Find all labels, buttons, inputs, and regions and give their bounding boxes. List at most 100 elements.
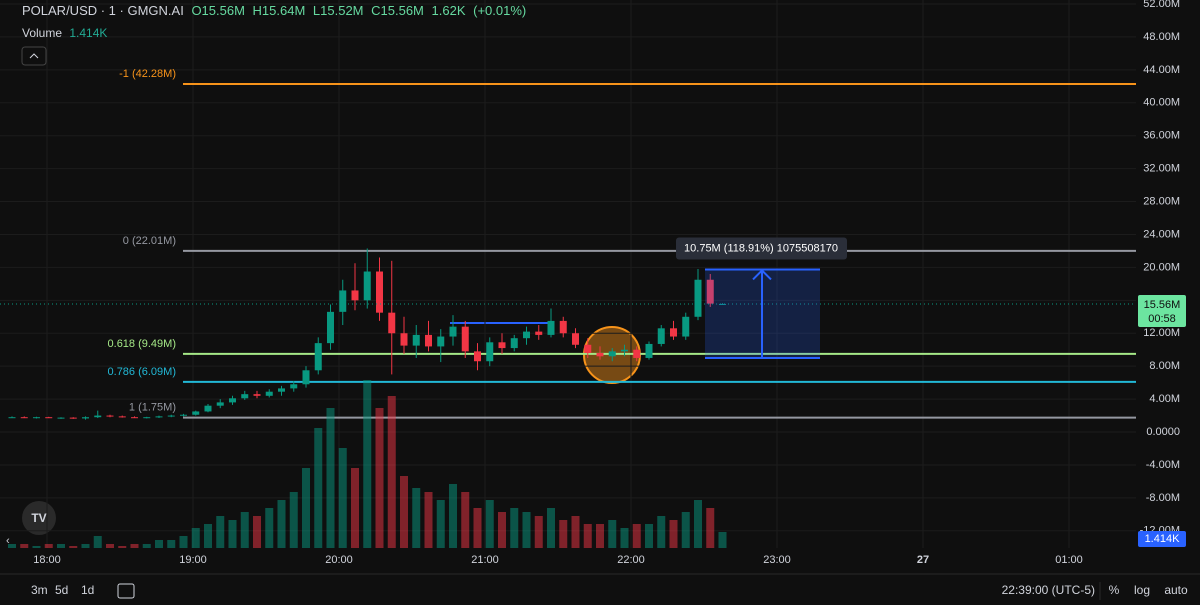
y-tick-label: 48.00M	[1143, 31, 1180, 43]
volume-bar	[106, 544, 114, 548]
volume-bar	[216, 516, 225, 548]
candle-body	[547, 320, 555, 335]
x-tick-label: 21:00	[471, 554, 499, 566]
candle-body	[412, 334, 420, 346]
candle-body	[486, 342, 494, 362]
volume-bar	[583, 524, 592, 548]
volume-bar	[118, 546, 127, 548]
volume-bar	[351, 468, 359, 548]
x-tick-label: 18:00	[33, 554, 61, 566]
candle-body	[265, 391, 273, 396]
candle-body	[474, 351, 481, 362]
candle-body	[155, 416, 163, 418]
candle-body	[180, 414, 187, 416]
ohlc-change-pct: (+0.01%)	[473, 3, 527, 18]
volume-bar	[314, 428, 323, 548]
candle-body	[621, 349, 628, 352]
candle-body	[608, 351, 616, 357]
candle-body	[523, 331, 530, 339]
candle-body	[657, 328, 665, 344]
measure-arrow-head	[752, 269, 772, 281]
candle-body	[388, 312, 396, 334]
measure-label-bg	[676, 237, 847, 260]
volume-bar	[8, 544, 16, 548]
volume-bar	[571, 516, 580, 548]
y-tick-label: -4.00M	[1146, 459, 1180, 471]
y-tick-label: 8.00M	[1149, 360, 1180, 372]
volume-tag	[1138, 531, 1186, 547]
y-tick-label: 36.00M	[1143, 130, 1180, 142]
volume-bar	[289, 492, 298, 548]
ohlc-low: L15.52M	[312, 3, 364, 18]
ohlc-close: C15.56M	[371, 3, 424, 18]
volume-bar	[436, 500, 445, 548]
y-tick-label: -8.00M	[1146, 492, 1180, 504]
candle-body	[584, 344, 592, 354]
candle-body	[106, 415, 114, 417]
x-tick-label: 23:00	[763, 554, 791, 566]
percent-toggle[interactable]: %	[1109, 583, 1120, 597]
volume-bar	[302, 468, 310, 548]
candle-body	[363, 271, 371, 301]
volume-bar	[608, 520, 617, 548]
candle-body	[449, 326, 457, 337]
scroll-left[interactable]: ‹	[6, 535, 10, 547]
volume-bar	[338, 448, 347, 548]
volume-bar	[363, 380, 372, 548]
volume-bar	[400, 476, 408, 548]
fib-label: 0 (22.01M)	[123, 235, 176, 247]
candle-body	[82, 417, 89, 419]
volume-bar	[681, 512, 690, 548]
volume-bar	[461, 492, 470, 548]
volume-bar	[69, 546, 78, 548]
volume-bar	[93, 536, 102, 548]
range-button[interactable]: 3m	[31, 583, 48, 597]
candle-body	[339, 290, 347, 312]
candle-body	[706, 279, 714, 304]
x-tick-label: 19:00	[179, 554, 207, 566]
y-tick-label: 40.00M	[1143, 97, 1180, 109]
candle-body	[400, 333, 408, 346]
candle-body	[8, 417, 16, 419]
volume-bar	[424, 492, 433, 548]
y-tick-label: 12.00M	[1143, 327, 1180, 339]
auto-toggle[interactable]: auto	[1164, 583, 1188, 597]
volume-bar	[412, 488, 421, 548]
volume-bar	[596, 524, 604, 548]
fib-label: 1 (1.75M)	[129, 402, 176, 414]
volume-bar	[277, 500, 286, 548]
logo-mark: TV	[31, 511, 46, 525]
symbol: POLAR/USD · 1 · GMGN.AI	[22, 3, 184, 18]
range-button[interactable]: 5d	[55, 583, 68, 597]
range-button[interactable]: 1d	[81, 583, 94, 597]
ohlc-open: O15.56M	[191, 3, 245, 18]
y-tick-label: 52.00M	[1143, 0, 1180, 10]
volume-bar	[326, 408, 335, 548]
volume-bar	[57, 544, 65, 548]
log-toggle[interactable]: log	[1134, 583, 1150, 597]
volume-bar	[228, 520, 237, 548]
volume-tag-label: 1.414K	[1145, 533, 1181, 545]
volume-bar	[620, 528, 629, 548]
collapse-button[interactable]	[21, 46, 47, 66]
volume-bar	[669, 520, 678, 548]
volume-bar	[473, 508, 482, 548]
candle-body	[143, 417, 151, 419]
volume-title: Volume	[22, 26, 63, 40]
candle-body	[216, 402, 224, 406]
volume-bar	[387, 396, 396, 548]
candle-body	[670, 328, 677, 337]
volume-bar	[559, 520, 568, 548]
volume-bar	[44, 544, 53, 548]
volume-bar	[167, 540, 176, 548]
candle-body	[645, 343, 653, 358]
candle-body	[57, 417, 65, 419]
volume-bar	[694, 500, 702, 548]
fib-label: 0.618 (9.49M)	[108, 338, 176, 350]
volume-bar	[498, 512, 506, 548]
date-range-icon[interactable]	[117, 583, 135, 599]
volume-bar	[657, 516, 666, 548]
candle-body	[535, 331, 543, 335]
candle-body	[302, 370, 310, 385]
